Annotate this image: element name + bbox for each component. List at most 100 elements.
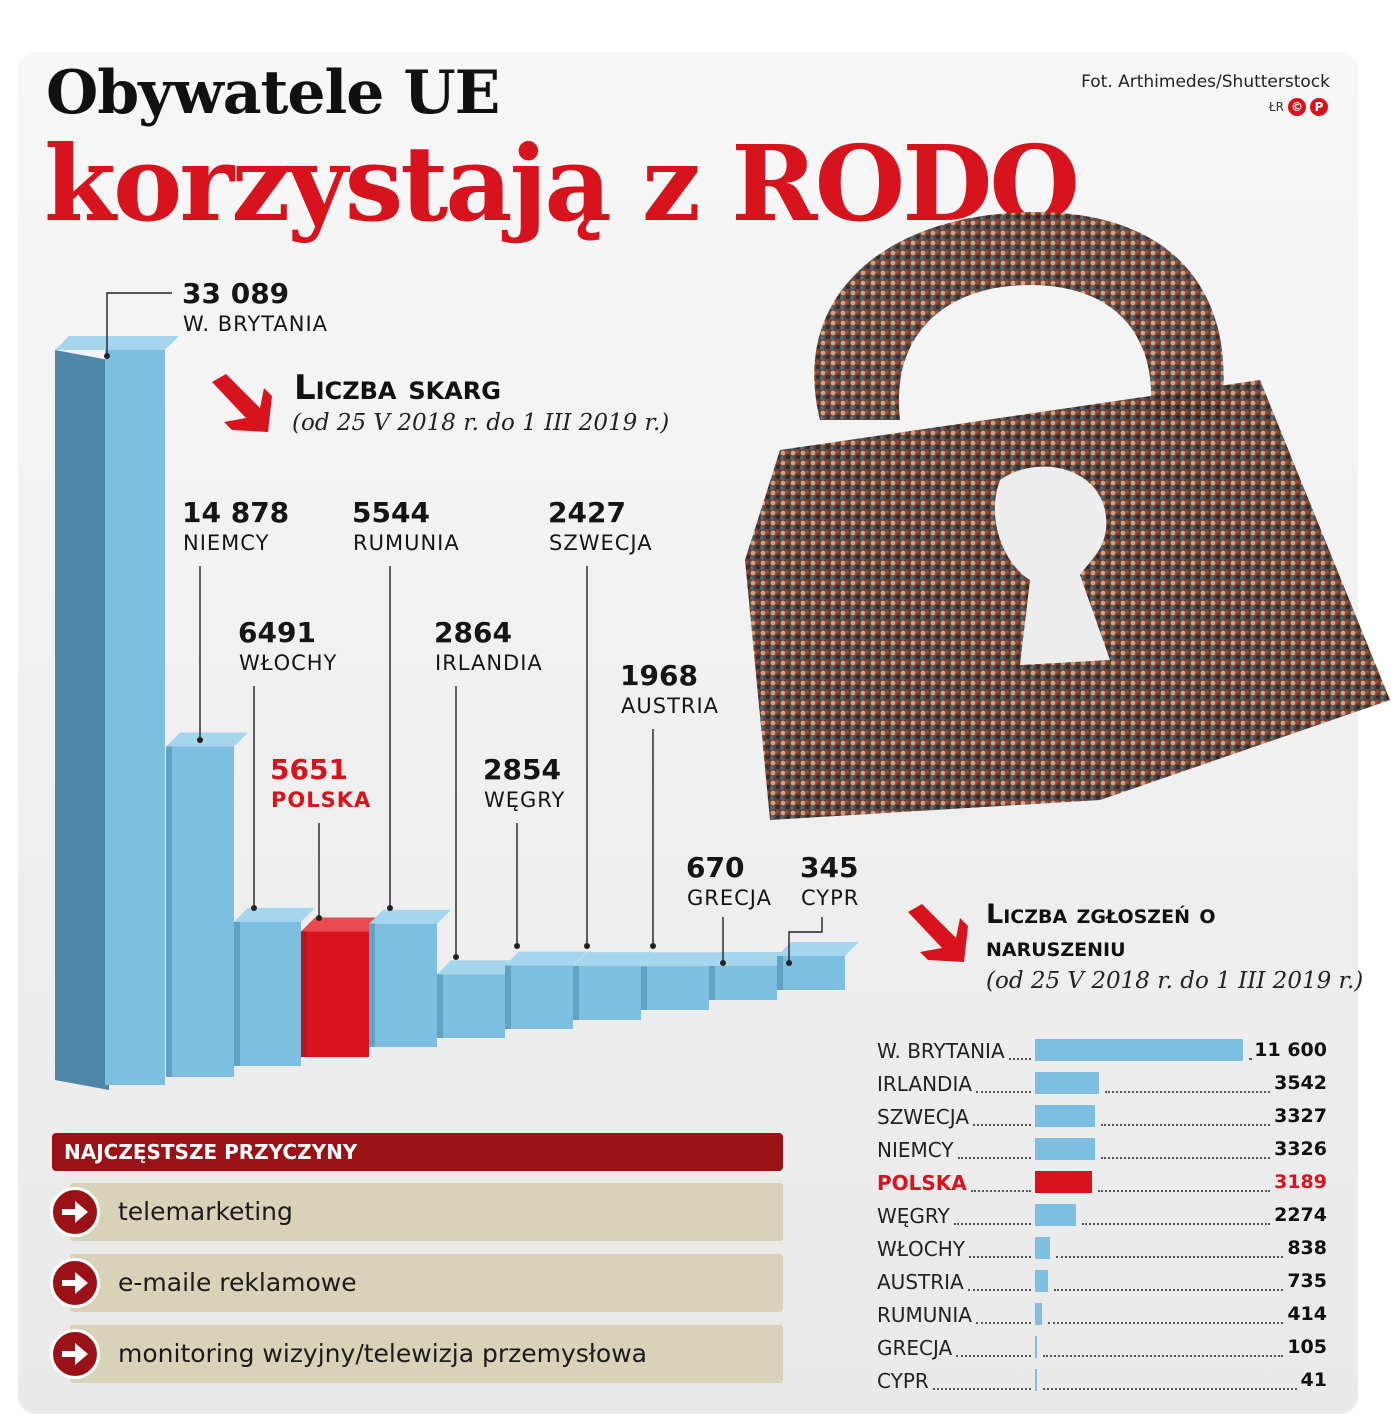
title-line-1: Obywatele UE <box>46 58 500 128</box>
leader-dot <box>584 943 590 949</box>
bar-category-label: RUMUNIA <box>353 531 460 555</box>
leader-dots <box>976 1091 1031 1093</box>
breach-country-label: W. BRYTANIA <box>877 1039 1005 1063</box>
leader-dot <box>316 915 322 921</box>
breaches-subheading: (od 25 V 2018 r. do 1 III 2019 r.) <box>986 968 1364 994</box>
bar-szwecja <box>573 952 655 1020</box>
leader-dots <box>956 1355 1031 1357</box>
breach-value-label: 11 600 <box>1254 1039 1327 1061</box>
breach-value-label: 3326 <box>1274 1138 1327 1160</box>
arrow-down-right-icon <box>908 904 968 962</box>
breach-bar <box>1035 1105 1095 1127</box>
breach-value-label: 2274 <box>1274 1204 1327 1226</box>
breach-row: IRLANDIA 3542 <box>877 1068 1327 1098</box>
breach-row: CYPR 41 <box>877 1365 1327 1395</box>
bar-value-label: 2864 <box>434 616 512 649</box>
breach-bar <box>1035 1039 1243 1061</box>
bar-category-label: IRLANDIA <box>435 651 543 675</box>
leader-dot <box>104 353 110 359</box>
breach-country-label: SZWECJA <box>877 1105 970 1129</box>
leader-dots <box>1056 1256 1284 1258</box>
breach-country-label: CYPR <box>877 1369 929 1393</box>
breach-value-label: 105 <box>1287 1336 1327 1358</box>
leader-dots <box>1081 1223 1271 1225</box>
bar-value-label: 1968 <box>620 659 698 692</box>
arrow-right-icon <box>50 1258 100 1308</box>
leader-dots <box>1104 1091 1271 1093</box>
breach-value-label: 41 <box>1300 1369 1327 1391</box>
bar-irlandia <box>437 960 519 1038</box>
breach-bar <box>1035 1303 1043 1325</box>
breach-row: POLSKA 3189 <box>877 1167 1327 1197</box>
arrow-right-icon <box>50 1329 100 1379</box>
bar-category-label: W. BRYTANIA <box>183 312 328 336</box>
leader-dot <box>453 954 459 960</box>
breach-row: RUMUNIA 414 <box>877 1299 1327 1329</box>
breach-bar <box>1035 1138 1095 1160</box>
breaches-heading: Liczba zgłoszeń o naruszeniu <box>986 899 1216 963</box>
logo-text: ŁR <box>1268 100 1284 114</box>
complaints-heading: Liczba skarg <box>294 368 501 408</box>
bar-value-label: 5651 <box>270 753 348 786</box>
leader-dots <box>1042 1388 1297 1390</box>
breach-bar <box>1035 1237 1051 1259</box>
bar-grecja <box>709 952 791 1000</box>
logo-mark-1: © <box>1288 98 1306 116</box>
leader-dot <box>514 943 520 949</box>
bar-category-label: NIEMCY <box>183 531 269 555</box>
publisher-logo: ŁR © P <box>1269 98 1328 116</box>
breach-bar <box>1035 1072 1099 1094</box>
leader-dots <box>967 1289 1031 1291</box>
leader-dots <box>957 1157 1031 1159</box>
reason-item: telemarketing <box>50 1183 783 1241</box>
leader-dot <box>650 943 656 949</box>
bar-value-label: 2854 <box>483 753 561 786</box>
reason-text: e-maile reklamowe <box>118 1268 357 1297</box>
breach-value-label: 414 <box>1287 1303 1327 1325</box>
bar-category-label: POLSKA <box>271 788 371 812</box>
leader-dots <box>1054 1289 1284 1291</box>
reason-item: monitoring wizyjny/telewizja przemysłowa <box>50 1325 783 1383</box>
breach-value-label: 3327 <box>1274 1105 1327 1127</box>
arrow-down-right-icon <box>212 374 272 432</box>
breach-bar <box>1035 1171 1093 1193</box>
breach-bar <box>1035 1369 1037 1391</box>
leader-dot <box>197 737 203 743</box>
breach-country-label: GRECJA <box>877 1336 953 1360</box>
bar-category-label: WŁOCHY <box>239 651 337 675</box>
leader-dots <box>1042 1355 1284 1357</box>
breach-bar <box>1035 1270 1049 1292</box>
reasons-heading: NAJCZĘSTSZE PRZYCZYNY <box>52 1133 783 1171</box>
breach-bar <box>1035 1336 1037 1358</box>
leader-dots <box>1098 1190 1271 1192</box>
leader-dot <box>251 905 257 911</box>
bar-value-label: 6491 <box>238 616 316 649</box>
bar-value-label: 345 <box>800 851 858 884</box>
logo-mark-2: P <box>1310 98 1328 116</box>
bar-value-label: 5544 <box>352 496 430 529</box>
bar-value-label: 670 <box>686 851 744 884</box>
breach-country-label: IRLANDIA <box>877 1072 973 1096</box>
reason-text: monitoring wizyjny/telewizja przemysłowa <box>118 1339 647 1368</box>
leader-dots <box>1008 1058 1031 1060</box>
bar-polska <box>301 917 383 1057</box>
bar-austria <box>641 952 723 1010</box>
breach-row: AUSTRIA 735 <box>877 1266 1327 1296</box>
breach-country-label: WŁOCHY <box>877 1237 965 1261</box>
leader-dots <box>973 1124 1031 1126</box>
bar-category-label: WĘGRY <box>484 788 565 812</box>
breach-row: GRECJA 105 <box>877 1332 1327 1362</box>
bar-category-label: AUSTRIA <box>621 694 719 718</box>
bar-category-label: CYPR <box>801 886 859 910</box>
photo-credit: Fot. Arthimedes/Shutterstock <box>1081 72 1330 92</box>
reason-item: e-maile reklamowe <box>50 1254 783 1312</box>
breach-value-label: 3189 <box>1274 1171 1327 1193</box>
reason-text: telemarketing <box>118 1197 293 1226</box>
leader-dots <box>970 1190 1031 1192</box>
title-line-2: korzystają z RODO <box>44 122 1080 245</box>
breach-row: W. BRYTANIA 11 600 <box>877 1035 1327 1065</box>
leader-dots <box>932 1388 1031 1390</box>
leader-dots <box>1100 1157 1271 1159</box>
bar-rumunia <box>369 909 451 1047</box>
